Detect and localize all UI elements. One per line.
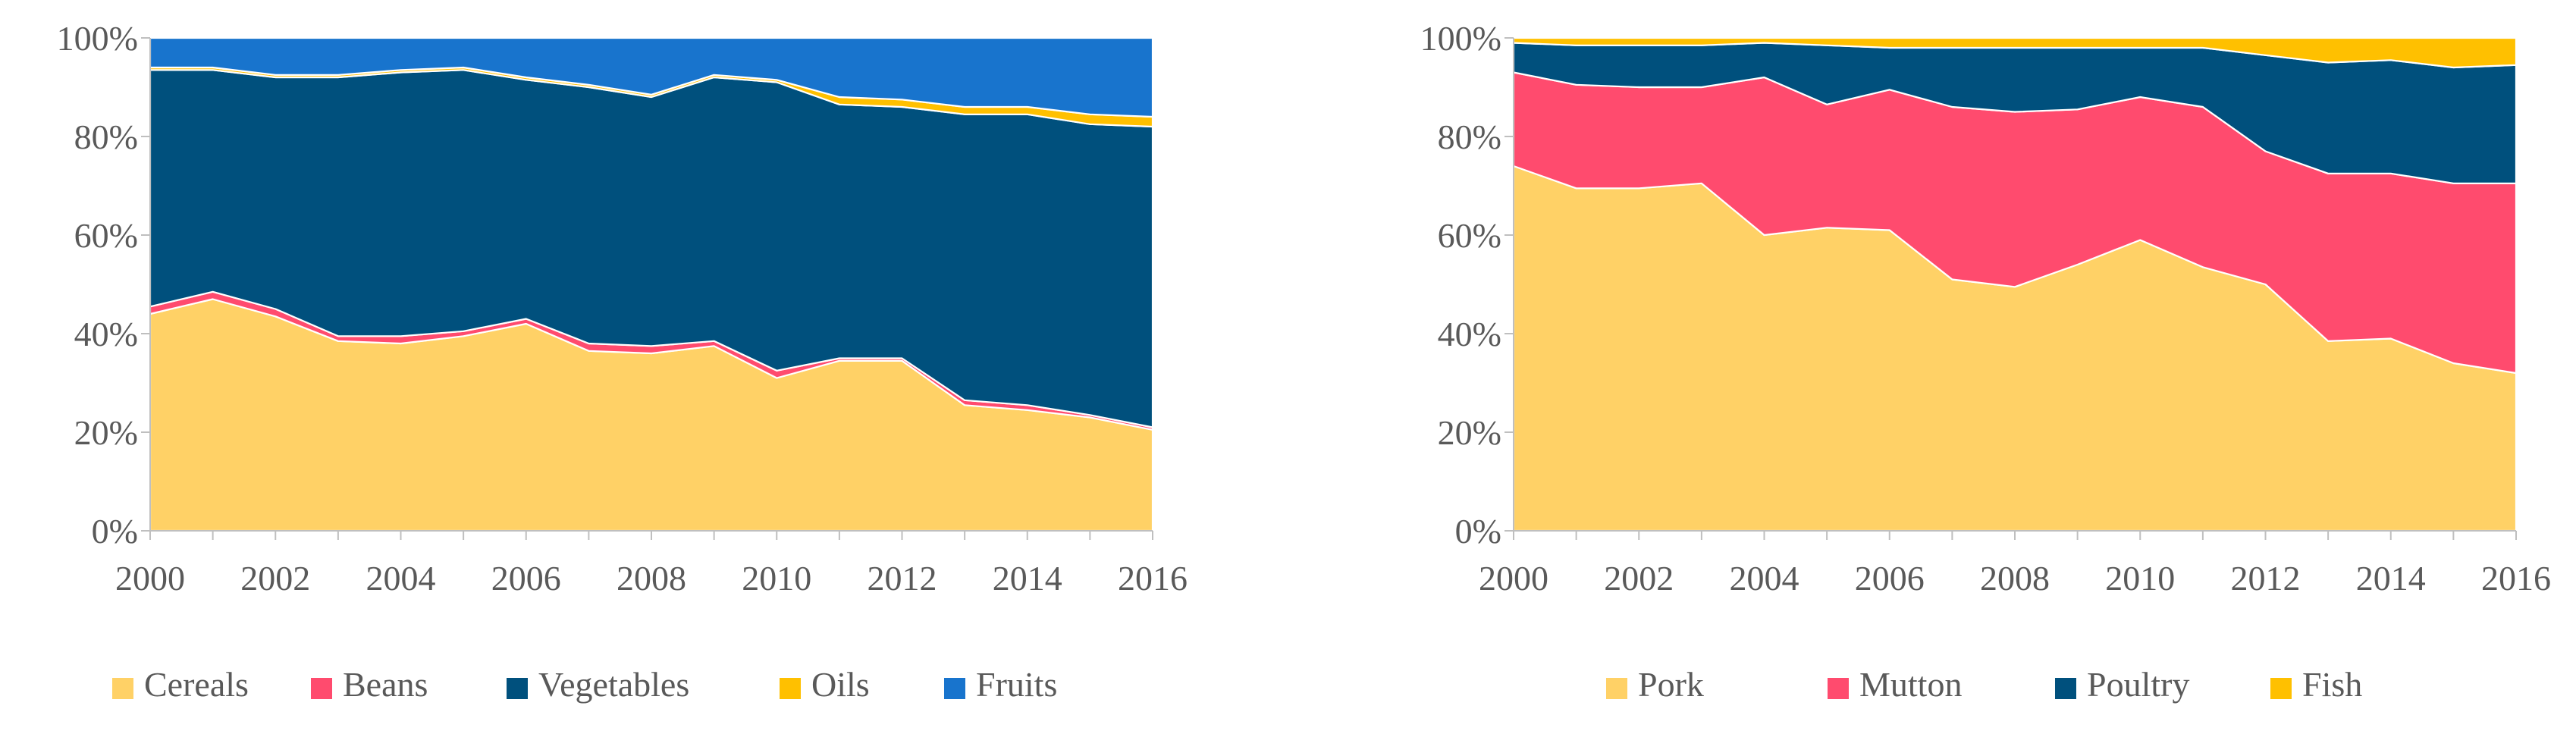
legend-label-vegetables: Vegetables — [538, 665, 689, 704]
x-tick-label: 2012 — [868, 559, 937, 598]
x-tick-label: 2010 — [742, 559, 811, 598]
x-tick-label: 2004 — [1730, 559, 1799, 598]
y-tick-label: 100% — [57, 19, 138, 58]
legend-swatch-pork — [1606, 678, 1627, 699]
x-tick-label: 2016 — [2481, 559, 2551, 598]
legend-swatch-fruits — [944, 678, 965, 699]
x-tick-label: 2000 — [115, 559, 185, 598]
x-tick-label: 2004 — [366, 559, 436, 598]
meat-consumption-area-chart: 0% 20% 40% 60% 80% 100% 2000 2002 2004 2006 2008 20… — [1420, 19, 2551, 704]
x-tick-label: 2014 — [993, 559, 1062, 598]
y-tick-label: 40% — [1438, 315, 1501, 353]
area-fruits — [149, 36, 1154, 118]
y-tick-label: 80% — [1438, 118, 1501, 156]
legend-label-pork: Pork — [1638, 665, 1704, 704]
legend-label-fish: Fish — [2302, 665, 2362, 704]
legend-swatch-oils — [780, 678, 801, 699]
y-tick-label: 40% — [74, 315, 138, 353]
cereals-chart-panel: 0% 20% 40% 60% 80% 100% 2000 2002 2004 2006 2008 20… — [57, 19, 1188, 704]
x-tick-label: 2006 — [491, 559, 561, 598]
legend-label-fruits: Fruits — [976, 665, 1057, 704]
area-series-group — [149, 36, 1154, 532]
legend-label-beans: Beans — [343, 665, 428, 704]
meat-chart-panel: 0% 20% 40% 60% 80% 100% 2000 2002 2004 2006 2008 20… — [1288, 0, 2576, 734]
legend-label-oils: Oils — [811, 665, 870, 704]
legend-swatch-cereals — [112, 678, 133, 699]
axes: 0% 20% 40% 60% 80% 100% 2000 2002 2004 2006 2008 20… — [1420, 19, 2551, 598]
legend-swatch-poultry — [2055, 678, 2076, 699]
legend-swatch-vegetables — [507, 678, 528, 699]
x-tick-label: 2012 — [2231, 559, 2301, 598]
x-tick-label: 2008 — [617, 559, 686, 598]
legend-swatch-beans — [311, 678, 332, 699]
area-series-group — [1512, 36, 2518, 532]
axes: 0% 20% 40% 60% 80% 100% 2000 2002 2004 2006 2008 20… — [57, 19, 1188, 598]
x-tick-label: 2002 — [1604, 559, 1674, 598]
legend-label-mutton: Mutton — [1859, 665, 1962, 704]
x-tick-label: 2008 — [1980, 559, 2050, 598]
y-tick-label: 20% — [1438, 413, 1501, 452]
x-tick-label: 2016 — [1118, 559, 1188, 598]
legend-label-cereals: Cereals — [144, 665, 249, 704]
y-tick-label: 20% — [74, 413, 138, 452]
y-tick-label: 0% — [1455, 512, 1501, 550]
x-tick-label: 2000 — [1479, 559, 1548, 598]
legend: Pork Mutton Poultry Fish — [1606, 665, 2362, 704]
y-tick-label: 0% — [92, 512, 138, 550]
x-tick-label: 2014 — [2356, 559, 2426, 598]
food-consumption-area-chart: 0% 20% 40% 60% 80% 100% 2000 2002 2004 2006 2008 20… — [57, 19, 1188, 704]
legend-label-poultry: Poultry — [2087, 665, 2189, 704]
x-tick-label: 2010 — [2105, 559, 2175, 598]
y-tick-label: 60% — [1438, 216, 1501, 255]
legend-swatch-mutton — [1828, 678, 1849, 699]
legend-swatch-fish — [2270, 678, 2292, 699]
area-fish — [1512, 36, 2518, 69]
y-tick-label: 80% — [74, 118, 138, 156]
legend: Cereals Beans Vegetables Oils Fruits — [112, 665, 1057, 704]
y-tick-label: 100% — [1420, 19, 1501, 58]
x-tick-label: 2006 — [1855, 559, 1925, 598]
x-tick-label: 2002 — [240, 559, 310, 598]
y-tick-label: 60% — [74, 216, 138, 255]
